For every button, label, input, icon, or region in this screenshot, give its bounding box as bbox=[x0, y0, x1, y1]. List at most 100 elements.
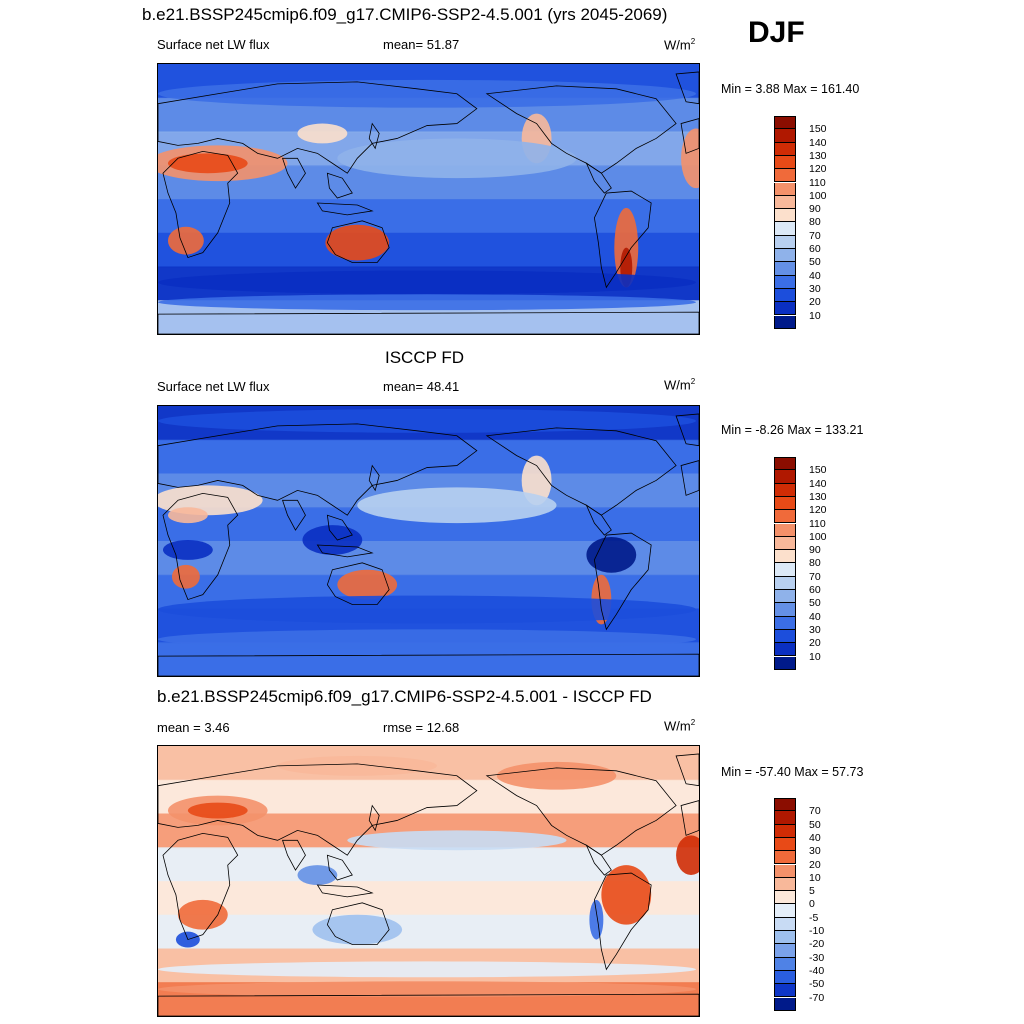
colorbar-tick-label: -40 bbox=[809, 964, 825, 977]
map-canvas bbox=[158, 64, 699, 334]
colorbar-swatch bbox=[774, 931, 796, 945]
coastline-africa bbox=[162, 832, 239, 941]
colorbar-tick-label: 30 bbox=[809, 623, 821, 636]
colorbar-tick-label: 80 bbox=[809, 216, 821, 229]
colorbar-tick-label: 80 bbox=[809, 557, 821, 570]
colorbar-tick-label: 90 bbox=[809, 203, 821, 216]
colorbar-tick-label: 70 bbox=[809, 229, 821, 242]
coastline-india bbox=[281, 499, 306, 531]
panel-1-minmax: Min = 3.88 Max = 161.40 bbox=[721, 82, 860, 96]
coastline-australia bbox=[326, 562, 390, 605]
colorbar-tick-label: -30 bbox=[809, 951, 825, 964]
colorbar-swatch bbox=[774, 864, 796, 878]
colorbar-swatch bbox=[774, 129, 796, 143]
map-shade bbox=[586, 537, 637, 573]
map-shade bbox=[158, 408, 697, 433]
map-shade bbox=[521, 455, 552, 506]
map-shade bbox=[325, 224, 390, 261]
map-shade bbox=[312, 914, 403, 945]
map-shade bbox=[681, 128, 699, 189]
coastline-europe bbox=[680, 800, 699, 836]
colorbar-swatch bbox=[774, 209, 796, 223]
map-shade bbox=[171, 564, 200, 589]
colorbar-tick-label: -20 bbox=[809, 938, 825, 951]
colorbar-swatch bbox=[774, 590, 796, 604]
colorbar-tick-label: 140 bbox=[809, 477, 827, 490]
colorbar-tick-label: 40 bbox=[809, 269, 821, 282]
map-shade bbox=[167, 153, 248, 174]
colorbar-tick-label: 70 bbox=[809, 805, 821, 818]
colorbar-tick-label: 10 bbox=[809, 871, 821, 884]
colorbar-tick-label: 10 bbox=[809, 309, 821, 322]
coastline-indonesia bbox=[316, 544, 374, 558]
panel-3-colorbar: 70 50 40 30 20 10 5 0 -5 -10 -20 -30 -40 -50 -70 bbox=[774, 798, 844, 1011]
map-shade bbox=[277, 755, 437, 776]
coastline-centralAm bbox=[585, 504, 612, 536]
map-shade bbox=[357, 487, 557, 524]
map-shade bbox=[177, 899, 228, 930]
colorbar-tick-label: 130 bbox=[809, 149, 827, 162]
coastline-japan bbox=[368, 804, 380, 832]
colorbar-tick-label: 50 bbox=[809, 256, 821, 269]
coastline-northAmerica bbox=[485, 427, 677, 516]
coastline-europeAsia bbox=[158, 423, 478, 516]
colorbar-tick-label: 40 bbox=[809, 610, 821, 623]
colorbar-swatch bbox=[774, 550, 796, 564]
map-shade bbox=[167, 507, 208, 524]
coastline-greenland bbox=[675, 753, 699, 787]
map-shade bbox=[158, 629, 697, 650]
colorbar-swatch bbox=[774, 275, 796, 289]
panel-3-minmax: Min = -57.40 Max = 57.73 bbox=[721, 765, 864, 779]
panel-1-map bbox=[157, 63, 700, 335]
colorbar-tick-label: 120 bbox=[809, 504, 827, 517]
colorbar-swatch bbox=[774, 643, 796, 657]
colorbar-swatch bbox=[774, 997, 796, 1011]
colorbar-tick-label: 150 bbox=[809, 464, 827, 477]
colorbar-swatch bbox=[774, 483, 796, 497]
map-shade bbox=[601, 865, 652, 925]
coastline-centralAm bbox=[585, 844, 612, 876]
coastline-northAmerica bbox=[485, 85, 677, 174]
map-shade bbox=[187, 802, 248, 819]
colorbar-tick-label: 60 bbox=[809, 243, 821, 255]
colorbar-swatch bbox=[774, 917, 796, 931]
colorbar-swatch bbox=[774, 984, 796, 998]
panel-3-title: b.e21.BSSP245cmip6.f09_g17.CMIP6-SSP2-4.… bbox=[157, 687, 652, 706]
colorbar-tick-label: 20 bbox=[809, 858, 821, 871]
coastline-japan bbox=[368, 464, 380, 492]
coastline-greenland bbox=[675, 413, 699, 447]
map-canvas bbox=[158, 746, 699, 1016]
coastline-japan bbox=[368, 122, 380, 150]
colorbar-tick-label: 110 bbox=[809, 517, 826, 530]
colorbar-swatch bbox=[774, 315, 796, 329]
colorbar-tick-label: 90 bbox=[809, 544, 821, 557]
coastline-australia bbox=[326, 902, 390, 945]
map-shade bbox=[337, 569, 398, 600]
colorbar-tick-label: -10 bbox=[809, 925, 825, 937]
coastline-indonesia bbox=[316, 884, 374, 898]
coastline-seAsia bbox=[326, 172, 353, 199]
map-shade bbox=[158, 270, 697, 295]
panel-2-mean-label: mean= 48.41 bbox=[383, 379, 460, 394]
colorbar-swatch bbox=[774, 656, 796, 670]
coastline-centralAm bbox=[585, 162, 612, 194]
coastline-india bbox=[281, 157, 306, 189]
colorbar-swatch bbox=[774, 288, 796, 303]
colorbar-swatch bbox=[774, 457, 796, 471]
colorbar-swatch bbox=[774, 603, 796, 617]
colorbar-tick-label: 100 bbox=[809, 530, 827, 543]
panel-2-units: W/m2 bbox=[664, 377, 696, 393]
panel-1-units: W/m2 bbox=[664, 37, 696, 53]
map-shade bbox=[297, 865, 338, 885]
colorbar-swatch bbox=[774, 891, 796, 905]
map-shade bbox=[158, 595, 697, 624]
map-shade bbox=[337, 138, 577, 179]
coastline-europe bbox=[680, 460, 699, 496]
colorbar-swatch bbox=[774, 470, 796, 484]
colorbar-tick-label: 20 bbox=[809, 637, 821, 650]
coastline-seAsia bbox=[326, 854, 353, 881]
colorbar-tick-label: 40 bbox=[809, 831, 821, 844]
map-shade bbox=[297, 123, 348, 144]
coastline-europeAsia bbox=[158, 81, 478, 174]
panel-1-mean-label: mean= 51.87 bbox=[383, 37, 460, 52]
